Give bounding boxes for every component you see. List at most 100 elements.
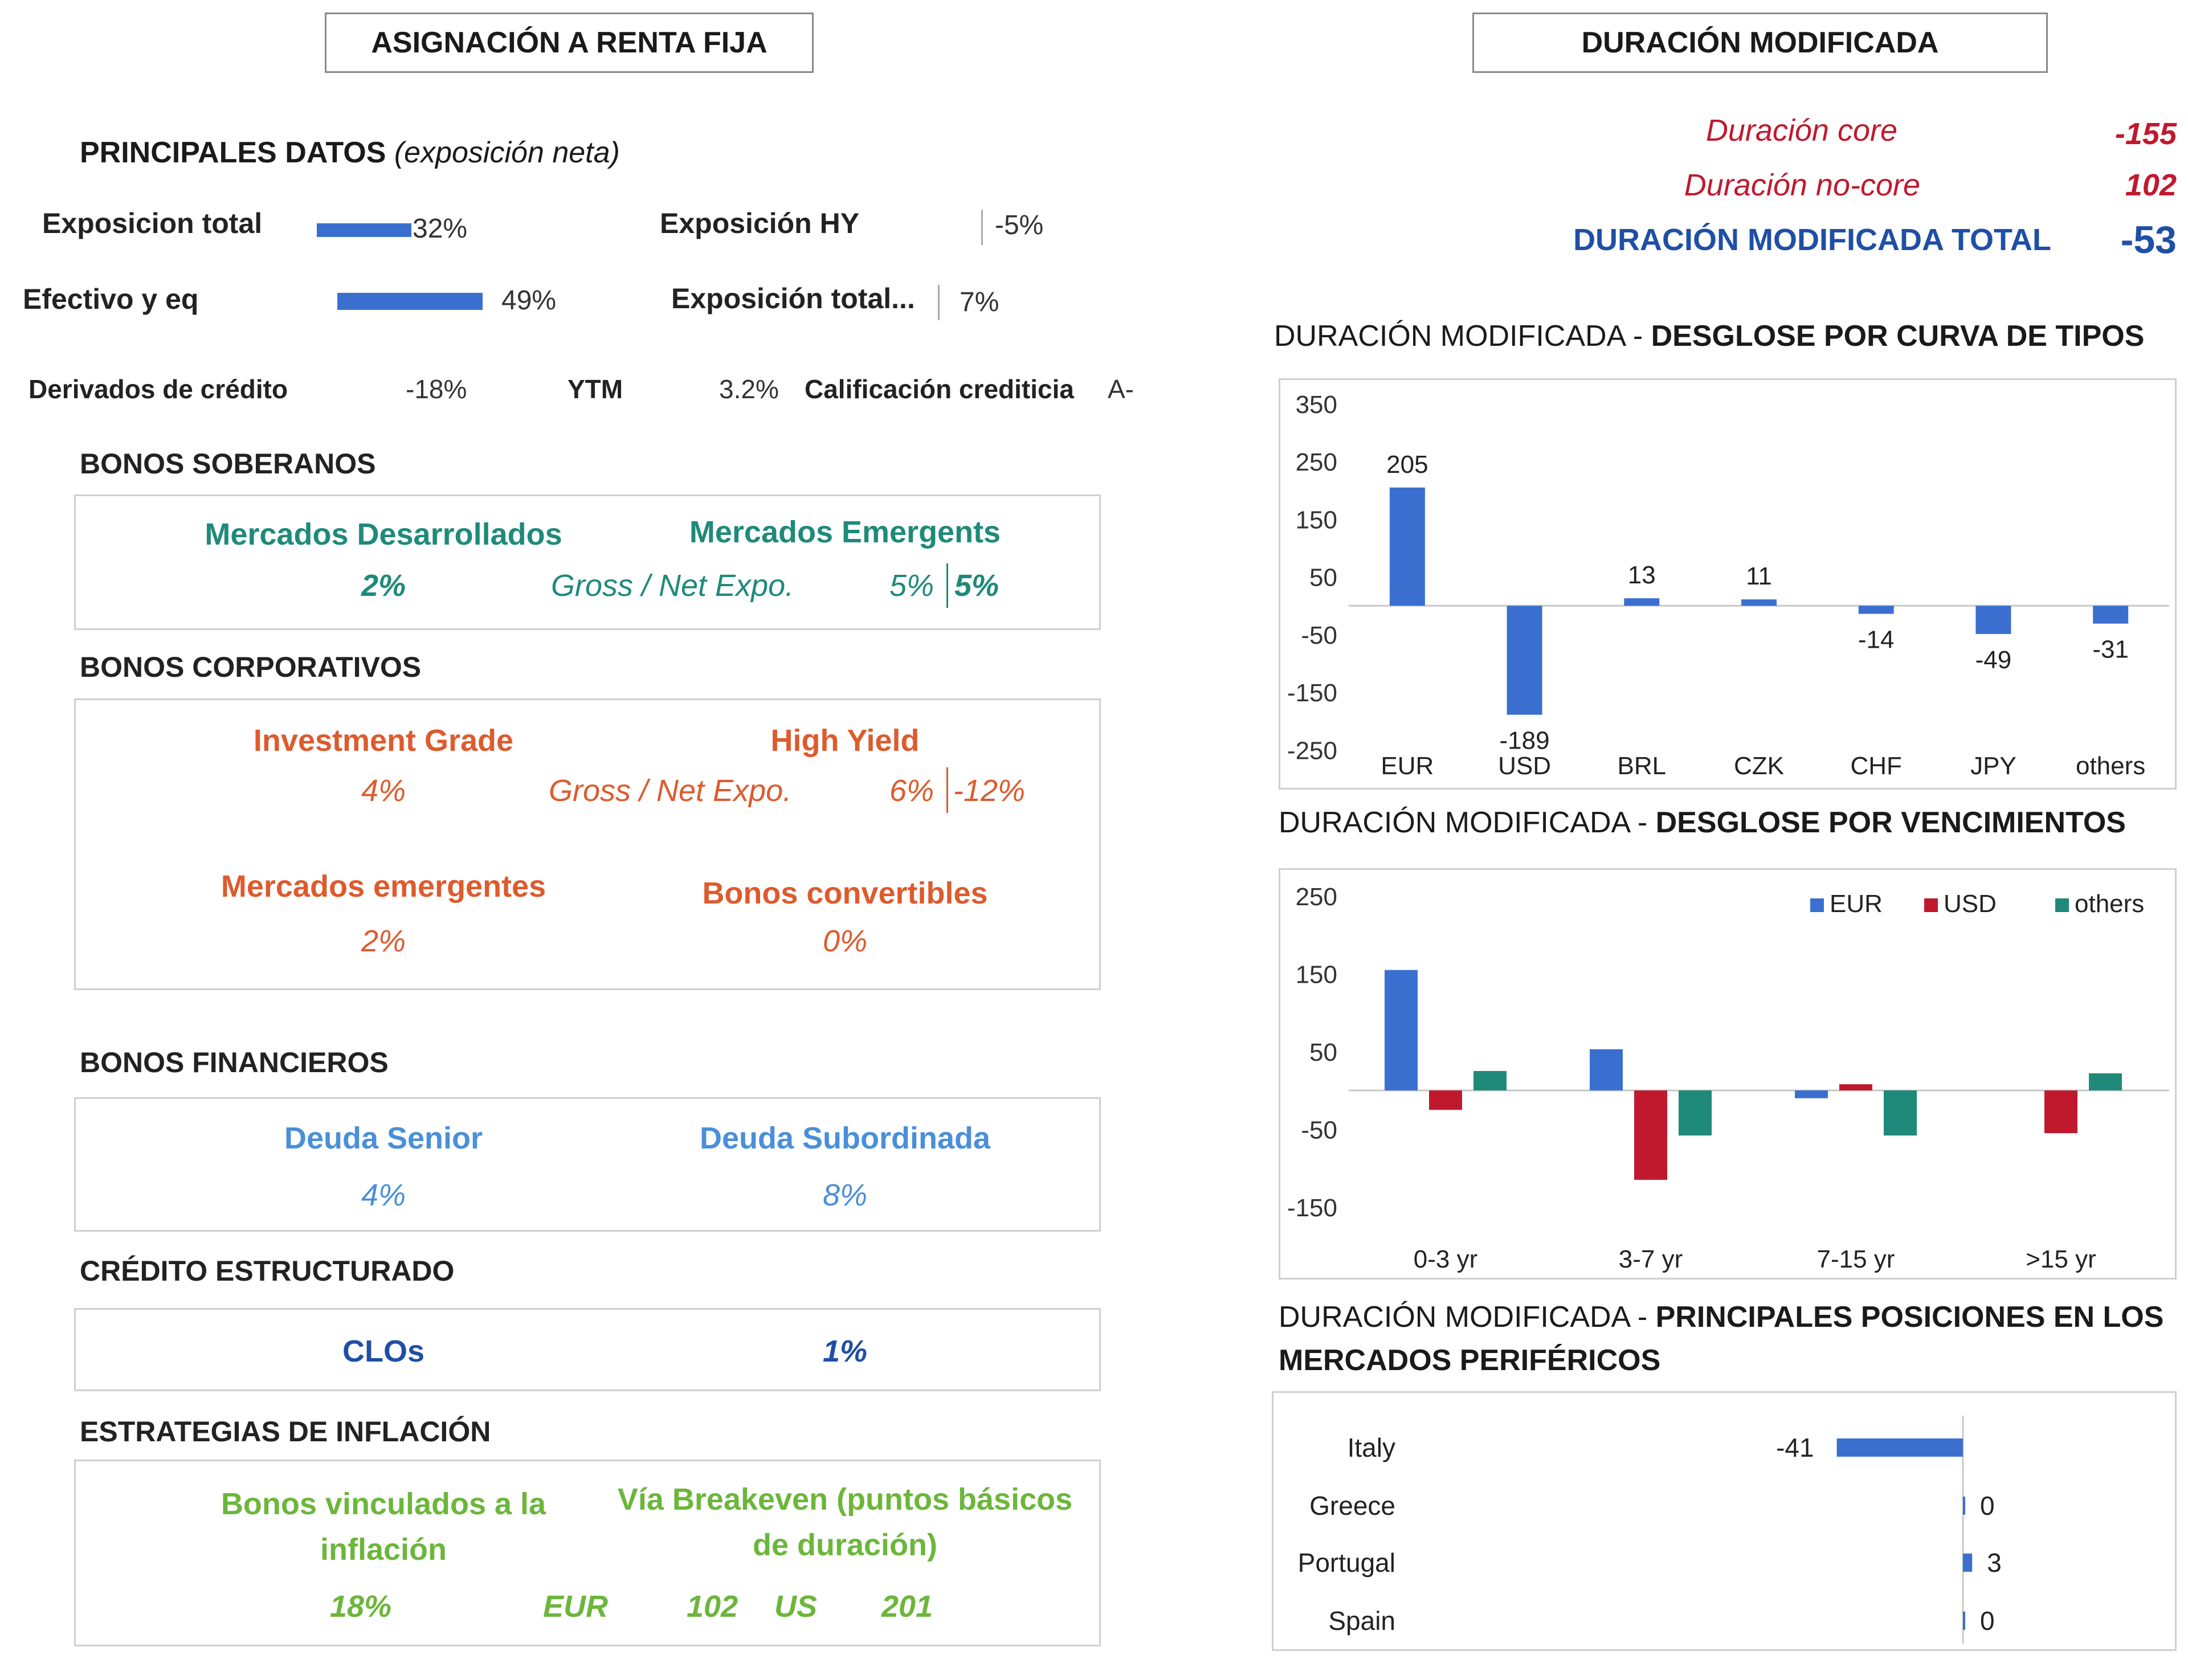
soberanos-desarrollados-label: Mercados Desarrollados (205, 517, 562, 551)
chart3-bar (1963, 1497, 1965, 1515)
chart2-legend-label: others (2075, 890, 2144, 918)
chart2-box: 250 150 50 -50 -150 0-3 yr 3-7 yr 7-15 yr >15 yr… (1279, 868, 2177, 1280)
financieros-subordinada-label: Deuda Subordinada (699, 1121, 991, 1155)
chart1-bar (1858, 606, 1894, 614)
inflacion-eur-value: 102 (687, 1589, 738, 1624)
chart1-ytick-label: 50 (1309, 564, 1337, 592)
chart3-category-label: Portugal (1298, 1548, 1395, 1577)
inflacion-vinculados-value: 18% (329, 1589, 392, 1624)
duracion-noncore-value: 102 (2125, 168, 2177, 202)
chart1-ytick-label: 150 (1296, 506, 1337, 534)
ytm-value: 3.2% (719, 374, 779, 404)
corporativos-gross-net-divider (946, 767, 948, 813)
soberanos-box: Mercados Desarrollados 2% Mercados Emerg… (74, 494, 1101, 630)
corporativos-convertibles-value: 0% (822, 924, 868, 958)
financieros-box: Deuda Senior 4% Deuda Subordinada 8% (74, 1097, 1101, 1232)
chart2-bar-others (1679, 1090, 1712, 1136)
chart2-bar-others (2089, 1073, 2122, 1091)
chart1-bar (1975, 606, 2011, 634)
efectivo-label: Efectivo y eq (23, 283, 199, 315)
chart2-legend-swatch-eur (1810, 898, 1824, 912)
efectivo-bar (337, 293, 483, 310)
chart3-category-label: Italy (1348, 1433, 1395, 1462)
chart3-category-label: Spain (1328, 1606, 1395, 1636)
corporativos-ig-label: Investment Grade (253, 723, 514, 758)
chart1-ytick-label: 350 (1296, 391, 1337, 419)
chart1-ytick-label: 250 (1296, 448, 1337, 476)
corporativos-hy-label: High Yield (770, 723, 920, 758)
chart3-title-c: MERCADOS PERIFÉRICOS (1279, 1344, 1661, 1377)
chart1-data-label: -189 (1500, 727, 1550, 755)
inflacion-vinculados-label2: inflación (320, 1532, 447, 1567)
soberanos-title: BONOS SOBERANOS (80, 448, 376, 480)
chart2-bar-usd (1634, 1090, 1667, 1180)
chart1-category-label: CHF (1850, 752, 1901, 780)
exposicion-total2-value: 7% (960, 287, 999, 317)
chart2-title: DURACIÓN MODIFICADA - DESGLOSE POR VENCI… (1279, 806, 2126, 840)
soberanos-gross-net-label: Gross / Net Expo. (551, 569, 794, 603)
chart1-bar (1389, 487, 1425, 606)
inflacion-vinculados-label1: Bonos vinculados a la (221, 1487, 546, 1521)
chart3-title: DURACIÓN MODIFICADA - PRINCIPALES POSICI… (1279, 1295, 2163, 1382)
soberanos-gross-value: 5% (889, 569, 934, 603)
calificacion-label: Calificación crediticia (805, 374, 1074, 404)
chart2-svg: 250 150 50 -50 -150 0-3 yr 3-7 yr 7-15 yr >15 yr… (1287, 883, 2169, 1273)
inflacion-breakeven-label2: de duración) (752, 1528, 938, 1562)
exposicion-hy-divider (981, 210, 983, 245)
chart3-bar (1963, 1612, 1965, 1630)
exposicion-total2-label: Exposición total... (671, 283, 915, 314)
chart2-category-label: 7-15 yr (1817, 1245, 1895, 1273)
exposicion-total-value: 32% (413, 214, 468, 244)
chart1-data-label: 13 (1628, 561, 1656, 589)
right-header-text: DURACIÓN MODIFICADA (1581, 26, 1939, 59)
chart3-box: Italy -41 Greece 0 Portugal 3 Spain 0 (1272, 1391, 2177, 1651)
chart1-category-label: CZK (1734, 752, 1784, 780)
chart2-category-label: 3-7 yr (1619, 1245, 1683, 1273)
main-data-subtitle: (exposición neta) (394, 136, 620, 169)
soberanos-gross-net-divider (946, 563, 948, 608)
exposicion-total2-divider (938, 285, 940, 320)
calificacion-value: A- (1108, 374, 1134, 404)
chart2-bar-eur (1385, 970, 1418, 1091)
inflacion-breakeven-label1: Vía Breakeven (puntos básicos (617, 1482, 1073, 1517)
chart3-data-label: -41 (1776, 1433, 1814, 1462)
chart3-data-label: 3 (1987, 1548, 2002, 1577)
inflacion-eur-label: EUR (543, 1589, 609, 1624)
exposicion-total-label: Exposicion total (42, 207, 263, 239)
chart2-bar-others (1884, 1090, 1917, 1136)
inflacion-title: ESTRATEGIAS DE INFLACIÓN (80, 1416, 491, 1448)
financieros-subordinada-value: 8% (822, 1178, 868, 1212)
chart1-title-b: DESGLOSE POR CURVA DE TIPOS (1651, 320, 2145, 353)
chart2-bar-eur (1590, 1049, 1623, 1091)
chart1-category-label: JPY (1970, 752, 2016, 780)
duracion-core-label: Duración core (1705, 113, 1897, 148)
chart2-legend-label: USD (1944, 890, 1997, 918)
chart2-ytick-label: -150 (1287, 1194, 1337, 1222)
chart2-bar-eur (1795, 1090, 1828, 1098)
chart1-data-label: -31 (2092, 636, 2129, 664)
corporativos-ig-value: 4% (361, 774, 406, 808)
estructurado-box: CLOs 1% (74, 1308, 1101, 1391)
chart3-title-b: PRINCIPALES POSICIONES EN LOS (1655, 1301, 2164, 1334)
duracion-total-value: -53 (2120, 218, 2177, 261)
chart2-ytick-label: 250 (1296, 883, 1337, 911)
chart3-bar (1836, 1438, 1963, 1457)
chart1-box: 350 250 150 50 -50 -150 -250 205 EUR -189 USD 13 BRL… (1279, 378, 2177, 790)
chart2-category-label: >15 yr (2026, 1245, 2096, 1273)
chart2-ytick-label: -50 (1301, 1116, 1337, 1144)
corporativos-gross-net-label: Gross / Net Expo. (549, 774, 792, 808)
chart1-title-a: DURACIÓN MODIFICADA - (1274, 320, 1651, 353)
chart3-title-a: DURACIÓN MODIFICADA - (1279, 1301, 1656, 1334)
soberanos-desarrollados-value: 2% (361, 569, 406, 603)
financieros-title: BONOS FINANCIEROS (80, 1047, 389, 1078)
corporativos-em-label: Mercados emergentes (221, 869, 546, 904)
chart2-legend-label: EUR (1830, 890, 1883, 918)
chart1-ytick-label: -150 (1287, 679, 1337, 707)
chart2-bar-usd (1839, 1084, 1872, 1091)
derivados-label: Derivados de crédito (28, 374, 288, 404)
chart1-ytick-label: -250 (1287, 737, 1337, 765)
corporativos-em-value: 2% (361, 924, 406, 958)
chart3-svg: Italy -41 Greece 0 Portugal 3 Spain 0 (1298, 1416, 2002, 1644)
derivados-value: -18% (406, 374, 467, 404)
chart2-bar-others (1473, 1071, 1507, 1091)
